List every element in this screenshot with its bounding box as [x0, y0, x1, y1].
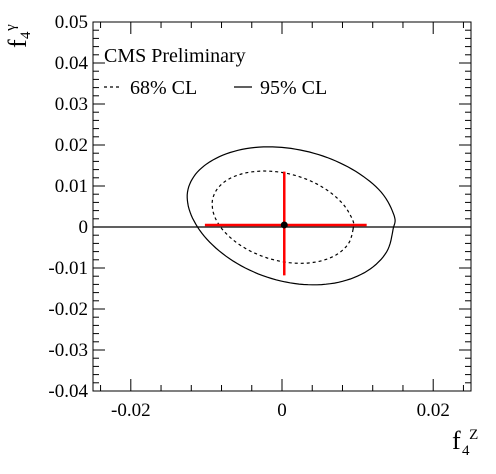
x-tick-label: 0 [277, 400, 287, 421]
y-tick-label: 0.03 [55, 94, 88, 115]
x-axis-title: f Z [452, 426, 478, 455]
contour-68cl [211, 170, 355, 264]
y-tick-label: 0.04 [55, 53, 89, 74]
tick-labels: 0.05 0.04 0.03 0.02 0.01 0 -0.01 -0.02 -0.03 -0.0… [48, 12, 449, 421]
legend-label-68cl: 68% CL [130, 77, 197, 99]
x-axis-title-sub: 4 [462, 443, 470, 459]
x-axis-title-sup: Z [469, 427, 478, 443]
y-tick-label: 0.02 [55, 135, 88, 156]
x-tick-label: 0.02 [417, 400, 450, 421]
annotation-text: CMS Preliminary [104, 45, 246, 67]
best-fit-point [280, 221, 288, 229]
y-tick-label: -0.01 [48, 258, 88, 279]
y-axis-title-sup: γ [3, 24, 19, 32]
y-tick-label: 0.05 [55, 12, 88, 33]
y-tick-label: -0.04 [48, 381, 88, 402]
y-tick-label: -0.03 [48, 340, 88, 361]
y-axis-title-sub: 4 [18, 31, 34, 39]
y-axis-title: f γ [3, 24, 32, 48]
x-tick-label: -0.02 [111, 400, 151, 421]
y-tick-label: 0.01 [55, 176, 88, 197]
legend-label-95cl: 95% CL [260, 77, 327, 99]
x-axis-title-main: f [452, 426, 461, 455]
contour-95cl [186, 146, 396, 286]
y-tick-label: -0.02 [48, 299, 88, 320]
y-tick-label: 0 [79, 217, 89, 238]
y-axis-title-main: f [3, 39, 32, 48]
axis-ticks [93, 21, 471, 392]
